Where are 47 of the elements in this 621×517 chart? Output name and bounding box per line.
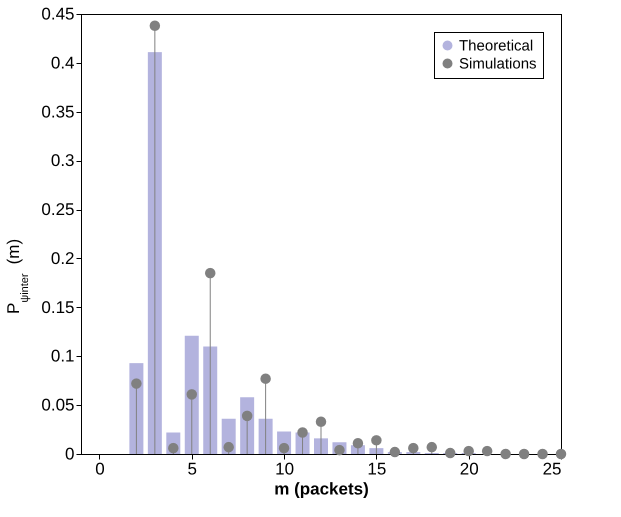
x-tick-label: 5 bbox=[188, 460, 198, 478]
x-axis-title: m (packets) bbox=[274, 480, 369, 498]
y-tick-label: 0.25 bbox=[41, 200, 74, 220]
point bbox=[537, 448, 548, 460]
y-tick-label: 0.3 bbox=[50, 151, 74, 170]
y-tick-label: 0.35 bbox=[41, 102, 74, 122]
bar bbox=[184, 336, 199, 454]
point bbox=[352, 438, 364, 448]
y-axis-title: Pψinter (m) bbox=[4, 238, 31, 314]
point bbox=[316, 416, 326, 427]
point bbox=[297, 427, 308, 438]
bar bbox=[314, 438, 328, 454]
point bbox=[204, 268, 216, 278]
y-tick-label: 0.1 bbox=[50, 346, 74, 366]
y-tick-label: 0.2 bbox=[50, 248, 74, 268]
x-tick-label: 15 bbox=[367, 460, 386, 478]
point bbox=[463, 446, 474, 456]
point bbox=[408, 442, 419, 454]
point bbox=[150, 20, 160, 31]
legend-label: Simulations bbox=[459, 56, 537, 72]
point bbox=[500, 448, 511, 460]
legend-label: Theoretical bbox=[459, 38, 534, 54]
point bbox=[260, 373, 271, 384]
point bbox=[556, 448, 566, 460]
point bbox=[482, 446, 492, 456]
y-tick-label: 0.15 bbox=[41, 298, 74, 317]
x-tick-label: 10 bbox=[275, 460, 294, 478]
x-tick-label: 20 bbox=[460, 460, 479, 478]
bar bbox=[369, 448, 384, 454]
point bbox=[131, 378, 142, 389]
y-tick-label: 0.45 bbox=[41, 4, 74, 24]
point bbox=[371, 435, 382, 446]
y-tick-label: 0.4 bbox=[50, 53, 74, 72]
y-tick-label: 0.05 bbox=[41, 396, 74, 415]
point bbox=[390, 446, 400, 458]
point bbox=[444, 448, 456, 458]
point bbox=[242, 410, 252, 422]
point bbox=[223, 442, 234, 452]
bar bbox=[148, 52, 162, 454]
x-tick-label: 0 bbox=[95, 460, 105, 478]
y-tick-label: 0 bbox=[65, 444, 74, 464]
point bbox=[426, 442, 438, 452]
point bbox=[518, 448, 530, 460]
point bbox=[186, 389, 198, 400]
x-tick-label: 25 bbox=[542, 460, 562, 478]
bar bbox=[203, 346, 218, 454]
bar bbox=[258, 418, 273, 454]
